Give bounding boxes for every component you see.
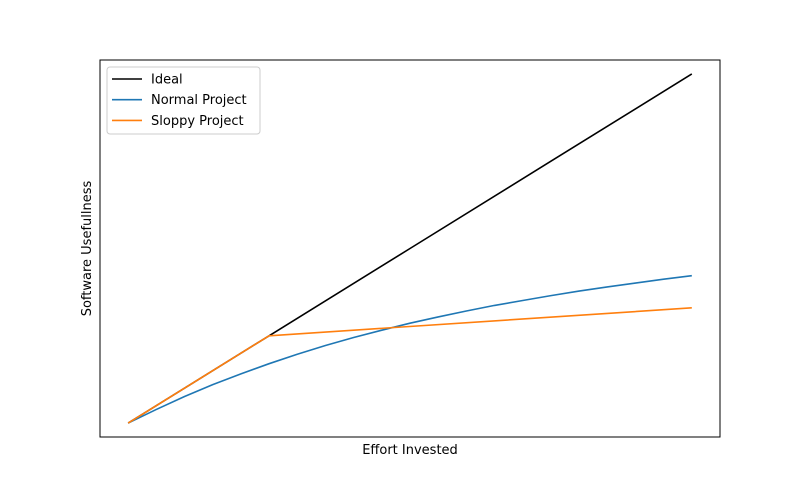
- legend: Ideal Normal Project Sloppy Project: [106, 66, 261, 135]
- legend-label: Normal Project: [151, 93, 247, 108]
- series-line-normal-project: [127, 274, 692, 424]
- legend-box: [106, 66, 261, 135]
- series-layer: [127, 73, 693, 424]
- x-axis-label: Effort Invested: [362, 443, 458, 458]
- legend-label: Sloppy Project: [151, 114, 244, 129]
- y-axis-label: Software Usefullness: [80, 181, 95, 317]
- plot-area-frame: [99, 59, 721, 438]
- legend-label: Ideal: [151, 73, 183, 88]
- series-line-sloppy-project: [127, 307, 692, 424]
